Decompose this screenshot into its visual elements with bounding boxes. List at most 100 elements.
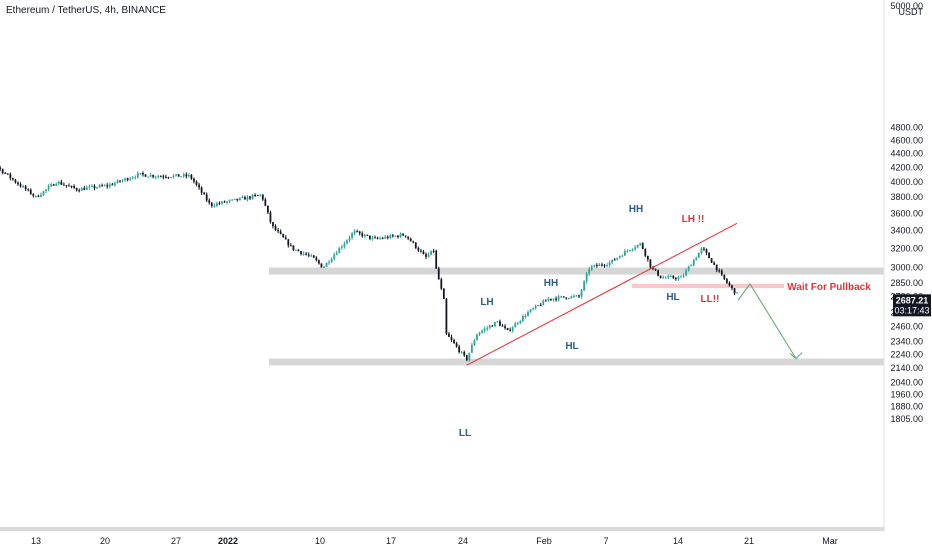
candle-body [435,250,438,269]
candle-body [333,254,336,259]
candle-body [287,239,290,246]
symbol-name: Ethereum / TetherUS [6,5,100,16]
candle-body [119,180,121,182]
candle-body [621,255,624,257]
candle-body [302,253,305,255]
candle-body [172,175,175,178]
candle-body [358,231,361,234]
price-tick-label: 2240.00 [890,350,923,360]
candle-body [0,167,2,170]
candle-body [504,326,506,329]
candle-body [190,174,193,179]
candle-body [9,174,12,179]
candle-body [552,298,555,300]
candle-body [519,320,522,324]
candle-body [108,184,111,187]
candle-body [144,174,147,177]
candle-body [450,336,453,340]
candle-body [583,281,585,291]
candle-body [193,178,195,182]
candle-body [75,188,78,191]
zone-pullback[interactable] [632,283,784,289]
candle-body [198,184,200,188]
horizontal-scrollbar[interactable] [0,527,884,531]
candle-body [6,173,9,175]
candle-body [162,176,165,178]
candle-body [356,231,359,233]
candle-body [4,172,7,174]
annotation-hh1[interactable]: HH [544,278,558,289]
candle-body [590,266,593,270]
candle-body [715,264,718,271]
candle-body [726,279,728,283]
candle-body [437,268,440,280]
candle-body [124,178,126,181]
candle-body [353,231,356,234]
candle-body [453,339,455,344]
candle-body [481,330,483,333]
time-axis[interactable]: 13 20 27 2022 10 17 24 Feb 7 14 21 Mar [31,536,838,546]
candle-body [254,194,257,196]
candle-body [47,186,50,190]
candle-body [369,235,371,239]
time-tick-label: 20 [100,536,110,546]
candle-body [514,323,517,328]
projection-arrowhead [789,352,803,360]
candle-body [129,178,132,181]
candle-body [12,178,14,180]
annotation-lh1[interactable]: LH [480,297,493,308]
candle-body [463,351,466,356]
candle-body [692,260,695,266]
candle-body [1,169,4,173]
candle-body [233,198,236,200]
annotation-wait[interactable]: Wait For Pullback [787,282,871,293]
candle-body [555,298,557,300]
annotation-hl1[interactable]: HL [565,341,578,352]
candle-body [297,249,300,252]
candle-body [644,248,647,256]
candle-body [399,234,402,238]
candle-body [654,268,657,271]
candle-body [91,185,93,187]
time-tick-label: 14 [673,536,683,546]
price-axis[interactable]: 5000.00 4800.00 4600.00 4400.00 4200.00 4000.… [883,0,931,532]
annotation-ll2[interactable]: LL!! [701,294,720,305]
candle-body [80,188,83,191]
candle-body [57,181,60,184]
candle-body [440,279,443,289]
candle-body [226,201,228,203]
candle-body [351,233,353,238]
annotation-hl2[interactable]: HL [666,292,679,303]
candle-body [409,238,412,242]
candle-body [149,175,152,177]
candle-body [55,183,58,186]
candle-body [557,296,560,300]
candle-body [24,186,27,190]
zone-demand[interactable] [269,358,884,366]
candle-body [646,255,649,260]
trendline[interactable] [466,222,738,366]
candle-body [205,194,208,201]
candle-body [335,253,338,255]
price-tick-label: 4000.00 [890,177,923,187]
last-price-badge [893,294,931,317]
candle-body [606,265,608,267]
candle-body [93,185,96,189]
currency-label: USDT [899,7,924,17]
annotation-lh2[interactable]: LH !! [682,214,705,225]
zone-support-resistance[interactable] [269,267,884,275]
candle-body [101,185,104,187]
projection-path[interactable] [737,282,797,359]
candle-body [550,298,552,300]
annotation-ll1[interactable]: LL [459,428,471,439]
candle-body [471,344,473,353]
candle-body [560,296,563,298]
candle-body [486,327,489,329]
candle-body [509,329,512,331]
candle-body [73,185,75,189]
annotation-hh2[interactable]: HH [629,204,643,215]
candle-body [14,179,17,183]
candle-body [292,245,295,250]
candle-body [547,298,550,301]
